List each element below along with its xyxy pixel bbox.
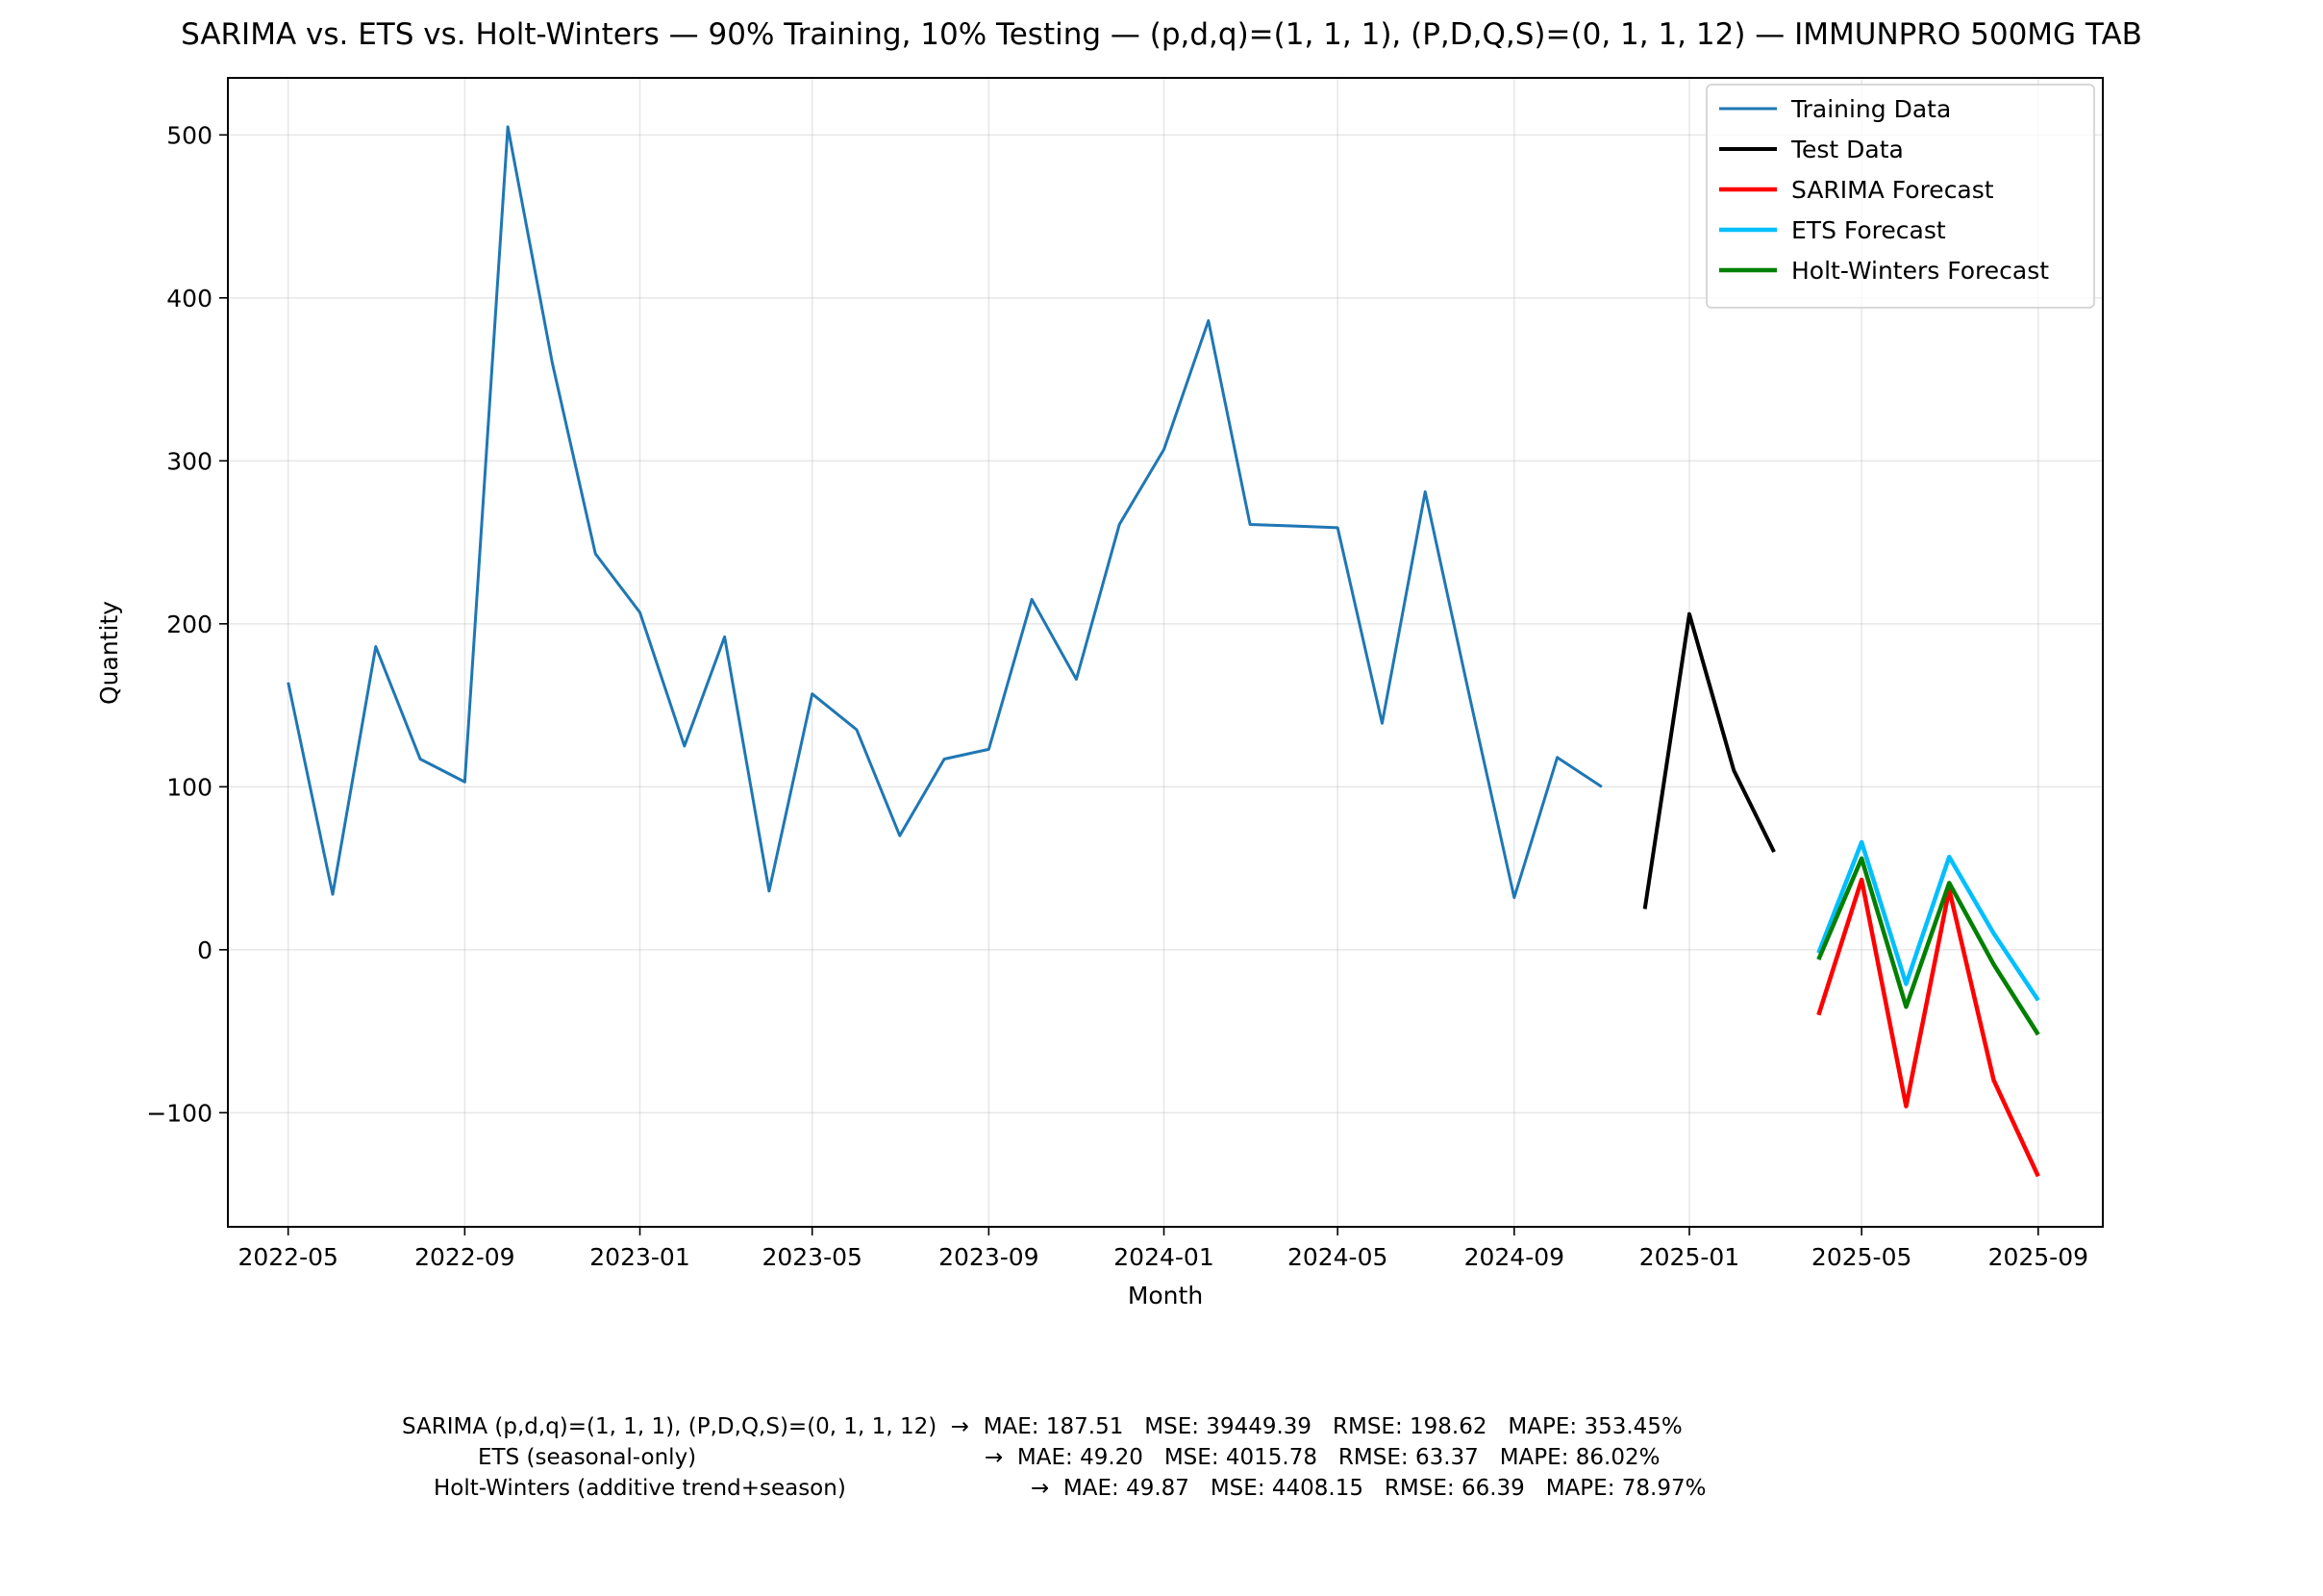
y-tick-label: −100 xyxy=(146,1099,212,1127)
metrics-summary: SARIMA (p,d,q)=(1, 1, 1), (P,D,Q,S)=(0, … xyxy=(0,1411,2323,1596)
chart-title: SARIMA vs. ETS vs. Holt-Winters — 90% Tr… xyxy=(181,17,2142,52)
y-tick-label: 300 xyxy=(166,447,212,475)
x-tick-label: 2024-05 xyxy=(1287,1243,1387,1271)
legend-label-holt-winters-forecast: Holt-Winters Forecast xyxy=(1791,257,2049,285)
y-tick-label: 100 xyxy=(166,773,212,801)
holt-winters-metrics-label: Holt-Winters (additive trend+season) xyxy=(434,1473,846,1504)
ets-metrics-values: → MAE: 49.20 MSE: 4015.78 RMSE: 63.37 MA… xyxy=(985,1442,1660,1473)
legend: Training Data Test Data SARIMA Forecast ETS… xyxy=(1707,85,2094,308)
forecast-chart: SARIMA vs. ETS vs. Holt-Winters — 90% Tr… xyxy=(0,0,2323,1519)
y-tick-label: 500 xyxy=(166,121,212,149)
ets-metrics-label: ETS (seasonal-only) xyxy=(478,1442,696,1473)
x-tick-label: 2024-01 xyxy=(1113,1243,1213,1271)
y-axis-label: Quantity xyxy=(95,601,123,705)
y-tick-label: 0 xyxy=(197,936,212,964)
legend-label-ets-forecast: ETS Forecast xyxy=(1791,216,1946,244)
x-tick-label: 2022-09 xyxy=(414,1243,514,1271)
x-tick-label: 2025-09 xyxy=(1988,1243,2088,1271)
y-tick-label: 200 xyxy=(166,611,212,638)
x-axis-label: Month xyxy=(1128,1282,1203,1309)
sarima-metrics: SARIMA (p,d,q)=(1, 1, 1), (P,D,Q,S)=(0, … xyxy=(402,1411,1683,1442)
x-tick-label: 2023-09 xyxy=(938,1243,1038,1271)
holt-winters-metrics-values: → MAE: 49.87 MSE: 4408.15 RMSE: 66.39 MA… xyxy=(1031,1473,1706,1504)
x-tick-label: 2024-09 xyxy=(1464,1243,1564,1271)
x-tick-label: 2025-05 xyxy=(1811,1243,1911,1271)
x-tick-label: 2023-01 xyxy=(589,1243,689,1271)
x-tick-label: 2022-05 xyxy=(237,1243,337,1271)
legend-label-sarima-forecast: SARIMA Forecast xyxy=(1791,176,1994,204)
x-tick-label: 2023-05 xyxy=(762,1243,862,1271)
x-tick-label: 2025-01 xyxy=(1639,1243,1739,1271)
legend-label-test-data: Test Data xyxy=(1790,136,1904,163)
legend-label-training-data: Training Data xyxy=(1790,95,1951,123)
y-tick-label: 400 xyxy=(166,285,212,312)
